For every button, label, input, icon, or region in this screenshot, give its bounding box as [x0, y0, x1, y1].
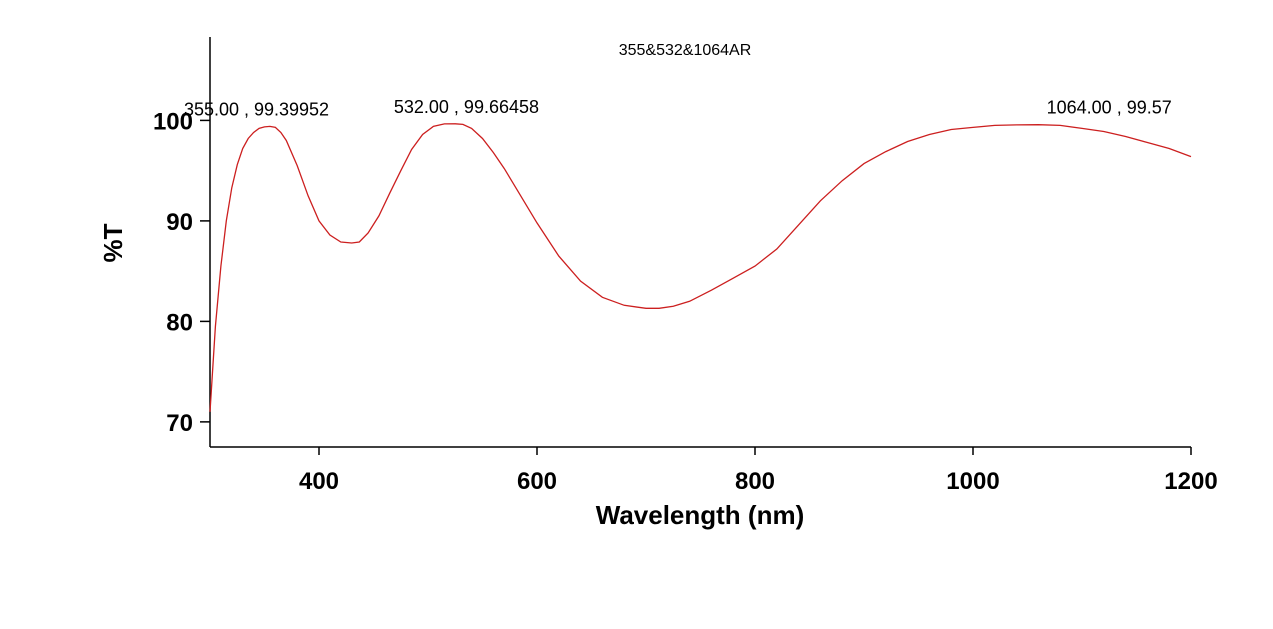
- y-axis-ticks: 70 80 90 100: [153, 108, 210, 437]
- y-tick-label: 100: [153, 108, 193, 135]
- x-tick-label: 400: [299, 468, 339, 495]
- y-tick-label: 80: [166, 309, 193, 336]
- transmission-series-line: [209, 123, 1192, 412]
- annotation-layer: 355.00 , 99.39952 532.00 , 99.66458 1064.0…: [184, 97, 1172, 120]
- series-layer: [209, 123, 1192, 412]
- x-axis-ticks: 400 600 800 1000 1200: [299, 447, 1218, 495]
- x-tick-label: 600: [517, 468, 557, 495]
- peak-annotation: 532.00 , 99.66458: [394, 97, 539, 117]
- x-axis-title: Wavelength (nm): [596, 500, 804, 530]
- y-axis-title: %T: [98, 223, 128, 262]
- peak-annotation: 355.00 , 99.39952: [184, 99, 329, 119]
- x-tick-label: 1000: [946, 468, 999, 495]
- chart-title: 355&532&1064AR: [619, 42, 752, 59]
- y-tick-label: 90: [166, 209, 193, 236]
- y-tick-label: 70: [166, 410, 193, 437]
- x-tick-label: 800: [735, 468, 775, 495]
- peak-annotation: 1064.00 , 99.57: [1047, 98, 1172, 118]
- x-tick-label: 1200: [1164, 468, 1217, 495]
